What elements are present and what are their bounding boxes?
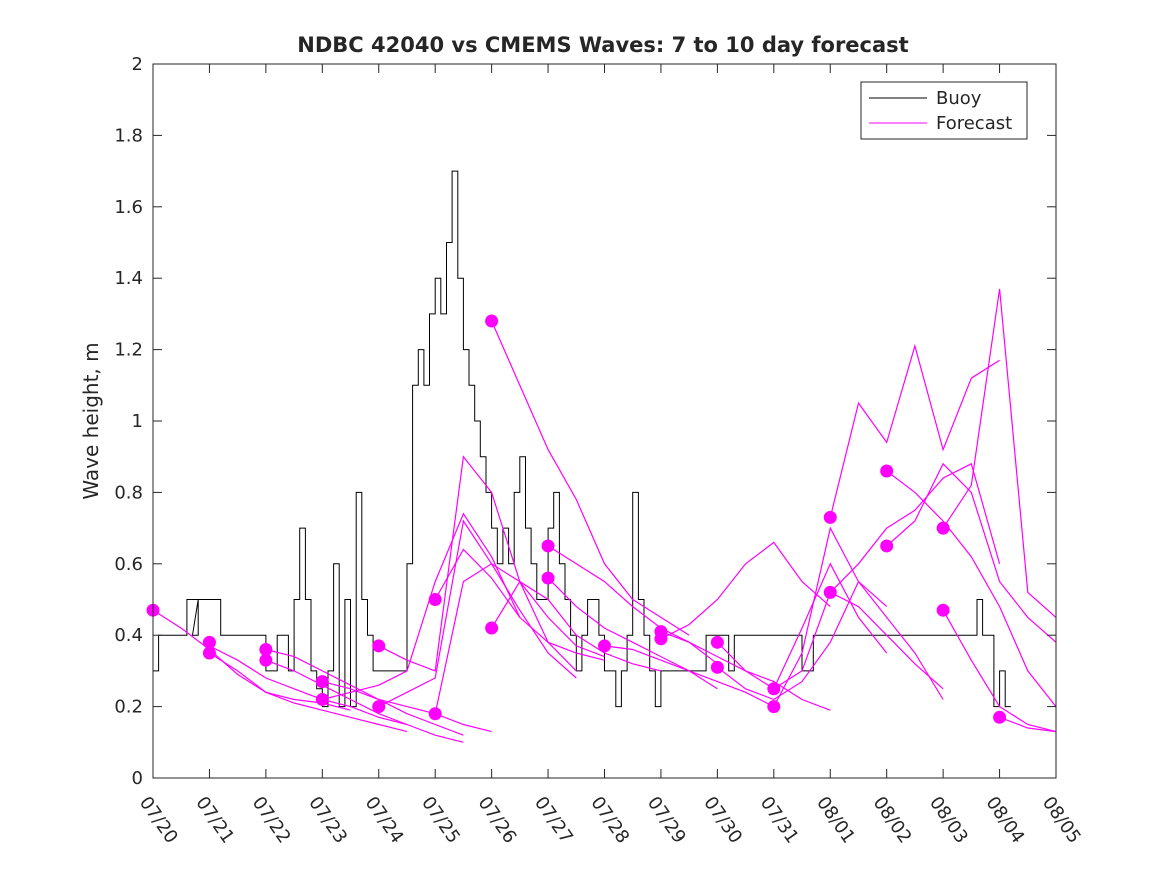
x-tick-label-3: 07/23 — [304, 793, 351, 848]
forecast-marker-7 — [372, 639, 386, 653]
forecast-marker-4 — [259, 653, 273, 667]
x-tick-label-12: 08/01 — [812, 793, 859, 848]
forecast-marker-2 — [202, 646, 216, 660]
legend-label-forecast: Forecast — [936, 113, 1012, 134]
forecast-line-24 — [886, 470, 1057, 707]
y-tick-label-0: 0 — [132, 768, 143, 789]
forecast-marker-3 — [259, 642, 273, 656]
forecast-marker-13 — [541, 539, 555, 553]
forecast-line-22 — [829, 343, 1000, 518]
forecast-line-23 — [829, 462, 1001, 593]
y-tick-label-2: 0.4 — [114, 625, 143, 646]
forecast-marker-9 — [428, 593, 442, 606]
forecast-line-28 — [999, 716, 1057, 733]
forecast-marker-17 — [654, 632, 668, 646]
x-tick-label-10: 07/30 — [699, 793, 746, 848]
forecast-marker-21 — [767, 700, 781, 714]
forecast-line-8 — [378, 519, 577, 708]
chart-title: NDBC 42040 vs CMEMS Waves: 7 to 10 day f… — [297, 33, 908, 57]
x-tick-label-2: 07/22 — [248, 793, 295, 848]
forecast-marker-15 — [598, 639, 611, 653]
forecast-marker-12 — [485, 621, 499, 635]
forecast-line-12 — [491, 580, 662, 672]
y-tick-label-8: 1.6 — [114, 197, 143, 218]
x-tick-label-7: 07/27 — [530, 793, 577, 848]
forecast-marker-6 — [315, 692, 329, 706]
legend: Buoy Forecast — [860, 81, 1028, 140]
forecast-marker-11 — [485, 314, 499, 328]
forecast-line-20 — [773, 591, 944, 690]
forecast-marker-8 — [372, 700, 386, 714]
forecast-line-1 — [209, 645, 408, 726]
forecast-marker-27 — [936, 603, 950, 617]
forecast-marker-23 — [823, 585, 837, 599]
x-tick-label-8: 07/28 — [586, 793, 633, 848]
x-tick-label-1: 07/21 — [191, 793, 238, 848]
y-tick-label-1: 0.2 — [114, 697, 143, 718]
forecast-marker-14 — [541, 571, 555, 585]
forecast-marker-5 — [315, 675, 329, 689]
series-layer — [146, 170, 1057, 743]
forecast-line-17 — [660, 541, 831, 640]
forecast-marker-24 — [880, 464, 894, 478]
forecast-line-5 — [322, 681, 492, 733]
x-tick-label-9: 07/29 — [643, 793, 690, 848]
forecast-marker-28 — [993, 710, 1007, 724]
x-tick-label-14: 08/03 — [925, 793, 972, 848]
y-tick-label-5: 1 — [132, 411, 143, 432]
forecast-line-18 — [716, 562, 888, 690]
forecast-line-27 — [942, 609, 1057, 733]
x-tick-label-15: 08/04 — [981, 793, 1028, 848]
x-tick-label-11: 07/31 — [756, 793, 803, 848]
y-tick-label-6: 1.2 — [114, 340, 143, 361]
y-tick-label-7: 1.4 — [114, 268, 143, 289]
forecast-line-2 — [209, 652, 408, 733]
forecast-marker-22 — [823, 510, 837, 524]
forecast-line-10 — [434, 563, 605, 714]
y-tick-label-4: 0.8 — [114, 482, 143, 503]
legend-label-buoy: Buoy — [936, 88, 982, 109]
x-tick-label-13: 08/02 — [869, 793, 916, 848]
forecast-marker-19 — [710, 660, 724, 674]
forecast-line-15 — [604, 645, 775, 708]
legend-box — [860, 81, 1028, 140]
forecast-line-6 — [322, 512, 521, 701]
forecast-line-11 — [491, 320, 690, 636]
forecast-line-7 — [378, 455, 577, 672]
x-tick-label-6: 07/26 — [474, 793, 521, 848]
forecast-line-9 — [434, 548, 605, 661]
x-tick-label-0: 07/20 — [135, 793, 182, 848]
forecast-line-4 — [265, 659, 464, 743]
forecast-line-26 — [942, 288, 1057, 618]
x-tick-label-4: 07/24 — [361, 793, 408, 848]
forecast-marker-1 — [202, 635, 216, 649]
buoy-series-line — [153, 170, 1011, 708]
forecast-line-25 — [886, 462, 1057, 643]
y-tick-label-3: 0.6 — [114, 554, 143, 575]
x-tick-label-16: 08/05 — [1038, 793, 1085, 848]
x-tick-label-5: 07/25 — [417, 793, 464, 848]
y-tick-label-9: 1.8 — [114, 125, 143, 146]
forecast-line-21 — [773, 526, 944, 707]
y-axis-label: Wave height, m — [79, 342, 103, 499]
y-tick-label-10: 2 — [132, 54, 143, 75]
forecast-marker-26 — [936, 521, 950, 535]
forecast-marker-18 — [710, 635, 724, 649]
forecast-marker-20 — [767, 682, 781, 696]
forecast-line-3 — [265, 648, 464, 736]
forecast-marker-25 — [880, 539, 894, 553]
forecast-marker-10 — [428, 707, 442, 721]
